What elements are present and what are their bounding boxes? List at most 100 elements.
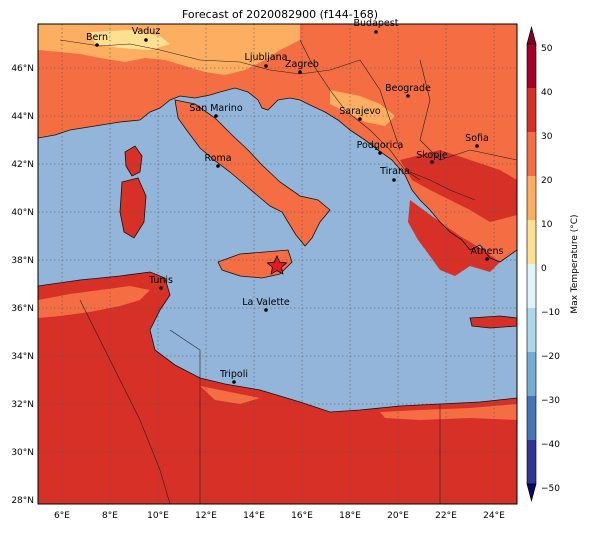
land-corsica bbox=[125, 146, 142, 176]
land-greece bbox=[408, 200, 500, 276]
colorbar-tick: −30 bbox=[541, 396, 560, 406]
lat-tick: 34°N bbox=[11, 352, 34, 362]
colorbar-tick: 40 bbox=[541, 88, 553, 98]
city-dot bbox=[264, 308, 268, 312]
colorbar-label: Max Temperature (°C) bbox=[570, 214, 580, 313]
city-dot bbox=[95, 43, 99, 47]
city-label: Bern bbox=[86, 32, 108, 43]
city-label: Ljubljana bbox=[245, 52, 288, 63]
colorbar-extend-top bbox=[526, 25, 537, 45]
colorbar-band bbox=[527, 264, 536, 308]
city-label: Roma bbox=[204, 153, 231, 164]
land-africa-coast bbox=[200, 386, 260, 404]
colorbar-tick: 10 bbox=[541, 220, 553, 230]
city-dot bbox=[374, 30, 378, 34]
city-dot bbox=[358, 117, 362, 121]
city-label: Tirana bbox=[379, 166, 410, 177]
lat-tick: 38°N bbox=[11, 256, 34, 266]
lat-tick: 30°N bbox=[11, 448, 34, 458]
lon-tick: 16°E bbox=[291, 511, 313, 521]
city-label: La Valette bbox=[242, 297, 290, 308]
city-label: Athens bbox=[471, 246, 504, 257]
colorbar-tick: −50 bbox=[541, 484, 560, 494]
colorbar-band bbox=[527, 176, 536, 220]
colorbar-band bbox=[527, 132, 536, 176]
city-dot bbox=[485, 257, 489, 261]
city-dot bbox=[392, 178, 396, 182]
city-dot bbox=[144, 38, 148, 42]
land-libya-coast bbox=[380, 404, 517, 420]
lat-tick: 28°N bbox=[11, 496, 34, 506]
city-label: Podgorica bbox=[357, 140, 404, 151]
lon-tick: 10°E bbox=[147, 511, 169, 521]
lat-tick: 40°N bbox=[11, 208, 34, 218]
colorbar-tick: −20 bbox=[541, 352, 560, 362]
colorbar-frame bbox=[526, 43, 537, 485]
colorbar-band bbox=[527, 220, 536, 264]
colorbar-tick: −40 bbox=[541, 440, 560, 450]
city-label: Tunis bbox=[148, 275, 173, 286]
city-dot bbox=[216, 164, 220, 168]
city-label: Zagreb bbox=[285, 59, 319, 70]
gridlines bbox=[38, 24, 517, 504]
city-label: Tripoli bbox=[219, 369, 248, 380]
colorbar-ticks: 50 40 30 20 10 0 −10 −20 −30 −40 −50 bbox=[541, 44, 560, 494]
land-north bbox=[38, 24, 517, 262]
city-dot bbox=[475, 144, 479, 148]
city-label: Beograde bbox=[385, 83, 431, 94]
land-italy bbox=[175, 100, 330, 246]
forecast-point-star-icon bbox=[266, 255, 288, 275]
map-title: Forecast of 2020082900 (f144-168) bbox=[182, 8, 378, 21]
land-africa-warm bbox=[38, 286, 150, 318]
colorbar-band bbox=[527, 308, 536, 352]
map-frame bbox=[37, 23, 518, 505]
city-dot bbox=[406, 94, 410, 98]
city-dot bbox=[232, 380, 236, 384]
city-label: Vaduz bbox=[132, 26, 161, 37]
colorbar-band bbox=[527, 44, 536, 88]
colorbar-tick: 0 bbox=[541, 264, 547, 274]
city-dot bbox=[298, 70, 302, 74]
country-borders bbox=[59, 39, 517, 504]
lon-tick: 14°E bbox=[243, 511, 265, 521]
lat-tick: 46°N bbox=[11, 64, 34, 74]
city-label: Sofia bbox=[465, 133, 489, 144]
colorbar-tick: 50 bbox=[541, 44, 553, 54]
lat-tick: 44°N bbox=[11, 112, 34, 122]
city-markers: Budapest Bern Vaduz Ljubljana Zagreb Beo… bbox=[86, 18, 504, 384]
city-dot bbox=[378, 151, 382, 155]
colorbar-band bbox=[527, 440, 536, 484]
lon-tick: 6°E bbox=[54, 511, 70, 521]
colorbar-band bbox=[527, 88, 536, 132]
land-africa bbox=[38, 272, 517, 504]
land-balkan-mild bbox=[330, 90, 395, 126]
city-label: Budapest bbox=[354, 18, 399, 29]
colorbar-band bbox=[527, 352, 536, 396]
lon-tick: 18°E bbox=[339, 511, 361, 521]
lat-tick: 36°N bbox=[11, 304, 34, 314]
lon-axis: 6°E 8°E 10°E 12°E 14°E 16°E 18°E 20°E 22… bbox=[54, 511, 505, 521]
city-label: Sarajevo bbox=[339, 106, 381, 117]
lon-tick: 12°E bbox=[195, 511, 217, 521]
city-dot bbox=[430, 160, 434, 164]
lon-tick: 8°E bbox=[102, 511, 118, 521]
lat-tick: 42°N bbox=[11, 160, 34, 170]
coastlines bbox=[38, 87, 517, 413]
city-dot bbox=[159, 286, 163, 290]
city-dot bbox=[214, 114, 218, 118]
colorbar-tick: 20 bbox=[541, 176, 553, 186]
colorbar-extend-bottom bbox=[526, 483, 537, 503]
land-crete bbox=[470, 316, 517, 328]
city-dot bbox=[264, 64, 268, 68]
land-balkan-hot bbox=[400, 150, 517, 222]
lon-tick: 24°E bbox=[483, 511, 505, 521]
lon-tick: 22°E bbox=[435, 511, 457, 521]
colorbar-tick: 30 bbox=[541, 132, 553, 142]
lat-tick: 32°N bbox=[11, 400, 34, 410]
colorbar: 50 40 30 20 10 0 −10 −20 −30 −40 −50 Max… bbox=[526, 25, 580, 503]
lon-tick: 20°E bbox=[387, 511, 409, 521]
colorbar-tick: −10 bbox=[541, 308, 560, 318]
colorbar-band bbox=[527, 396, 536, 440]
city-label: San Marino bbox=[189, 103, 242, 114]
